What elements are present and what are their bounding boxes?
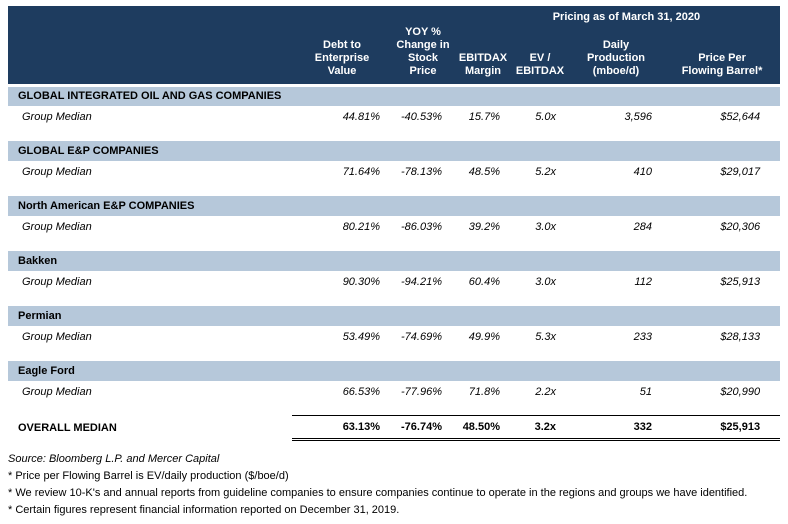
section-row-bakken: Bakken — [8, 250, 781, 271]
median-row-global-integrated: Group Median 44.81% -40.53% 15.7% 5.0x 3… — [8, 105, 781, 129]
value-cell: 332 — [568, 415, 664, 441]
value-cell: 3.0x — [512, 270, 568, 294]
value-cell: $29,017 — [664, 160, 781, 184]
value-cell: 284 — [568, 215, 664, 239]
column-header-ebitdax-margin: EBITDAX Margin — [454, 26, 512, 87]
footnotes: Source: Bloomberg L.P. and Mercer Capita… — [8, 451, 780, 518]
section-row-north-american-ep: North American E&P COMPANIES — [8, 195, 781, 216]
row-label: Group Median — [8, 325, 292, 349]
value-cell: 51 — [568, 380, 664, 404]
section-row-permian: Permian — [8, 305, 781, 326]
value-cell: 48.50% — [454, 415, 512, 441]
column-header-row: Debt to Enterprise Value YOY % Change in… — [8, 26, 781, 87]
footnote-10k-review: * We review 10-K's and annual reports fr… — [8, 487, 748, 499]
row-label: Group Median — [8, 380, 292, 404]
section-row-global-integrated: GLOBAL INTEGRATED OIL AND GAS COMPANIES — [8, 85, 781, 106]
value-cell: 48.5% — [454, 160, 512, 184]
value-cell: $20,306 — [664, 215, 781, 239]
row-label: Group Median — [8, 160, 292, 184]
footnote-reporting-date: * Certain figures represent financial in… — [8, 504, 400, 516]
spacer-row — [8, 183, 781, 196]
value-cell: 5.2x — [512, 160, 568, 184]
value-cell: -94.21% — [392, 270, 454, 294]
section-title: Permian — [8, 305, 781, 326]
spacer-row — [8, 293, 781, 306]
median-row-bakken: Group Median 90.30% -94.21% 60.4% 3.0x 1… — [8, 270, 781, 294]
value-cell: 233 — [568, 325, 664, 349]
section-title: GLOBAL INTEGRATED OIL AND GAS COMPANIES — [8, 85, 781, 106]
value-cell: 39.2% — [454, 215, 512, 239]
value-cell: 53.49% — [292, 325, 392, 349]
value-cell: 60.4% — [454, 270, 512, 294]
value-cell: 15.7% — [454, 105, 512, 129]
valuation-table: Pricing as of March 31, 2020 Debt to Ent… — [8, 6, 781, 441]
value-cell: 410 — [568, 160, 664, 184]
value-cell: 90.30% — [292, 270, 392, 294]
spacer-row — [8, 238, 781, 251]
value-cell: $28,133 — [664, 325, 781, 349]
median-row-north-american-ep: Group Median 80.21% -86.03% 39.2% 3.0x 2… — [8, 215, 781, 239]
section-title: GLOBAL E&P COMPANIES — [8, 140, 781, 161]
section-row-eagle-ford: Eagle Ford — [8, 360, 781, 381]
column-header-yoy-stock-change: YOY % Change in Stock Price — [392, 26, 454, 87]
pricing-date-label: Pricing as of March 31, 2020 — [8, 6, 781, 26]
value-cell: 5.3x — [512, 325, 568, 349]
value-cell: $20,990 — [664, 380, 781, 404]
source-note: Source: Bloomberg L.P. and Mercer Capita… — [8, 453, 220, 465]
value-cell: 71.64% — [292, 160, 392, 184]
value-cell: $25,913 — [664, 270, 781, 294]
table-header: Pricing as of March 31, 2020 Debt to Ent… — [8, 6, 781, 87]
pricing-date-row: Pricing as of March 31, 2020 — [8, 6, 781, 26]
value-cell: 66.53% — [292, 380, 392, 404]
value-cell: 2.2x — [512, 380, 568, 404]
value-cell: 5.0x — [512, 105, 568, 129]
value-cell: 49.9% — [454, 325, 512, 349]
section-title: North American E&P COMPANIES — [8, 195, 781, 216]
median-row-global-ep: Group Median 71.64% -78.13% 48.5% 5.2x 4… — [8, 160, 781, 184]
value-cell: 44.81% — [292, 105, 392, 129]
value-cell: -74.69% — [392, 325, 454, 349]
column-header-ev-ebitdax: EV / EBITDAX — [512, 26, 568, 87]
value-cell: 3,596 — [568, 105, 664, 129]
value-cell: -77.96% — [392, 380, 454, 404]
footnote-flowing-barrel: * Price per Flowing Barrel is EV/daily p… — [8, 470, 289, 482]
value-cell: 112 — [568, 270, 664, 294]
table-body: GLOBAL INTEGRATED OIL AND GAS COMPANIES … — [8, 85, 781, 441]
section-row-global-ep: GLOBAL E&P COMPANIES — [8, 140, 781, 161]
value-cell: -76.74% — [392, 415, 454, 441]
value-cell: 71.8% — [454, 380, 512, 404]
value-cell: 3.2x — [512, 415, 568, 441]
column-header-debt-to-ev: Debt to Enterprise Value — [292, 26, 392, 87]
row-label: Group Median — [8, 270, 292, 294]
overall-median-label: OVERALL MEDIAN — [8, 415, 292, 440]
value-cell: $25,913 — [664, 415, 781, 441]
overall-median-row: OVERALL MEDIAN 63.13% -76.74% 48.50% 3.2… — [8, 415, 781, 441]
column-header-daily-production: Daily Production (mboe/d) — [568, 26, 664, 87]
value-cell: $52,644 — [664, 105, 781, 129]
value-cell: -40.53% — [392, 105, 454, 129]
column-header-empty — [8, 26, 292, 87]
value-cell: -86.03% — [392, 215, 454, 239]
section-title: Eagle Ford — [8, 360, 781, 381]
section-title: Bakken — [8, 250, 781, 271]
row-label: Group Median — [8, 105, 292, 129]
spacer-row — [8, 403, 781, 416]
spacer-row — [8, 348, 781, 361]
value-cell: 63.13% — [292, 415, 392, 441]
value-cell: -78.13% — [392, 160, 454, 184]
row-label: Group Median — [8, 215, 292, 239]
median-row-permian: Group Median 53.49% -74.69% 49.9% 5.3x 2… — [8, 325, 781, 349]
spacer-row — [8, 128, 781, 141]
value-cell: 80.21% — [292, 215, 392, 239]
median-row-eagle-ford: Group Median 66.53% -77.96% 71.8% 2.2x 5… — [8, 380, 781, 404]
column-header-price-per-flowing-barrel: Price Per Flowing Barrel* — [664, 26, 781, 87]
value-cell: 3.0x — [512, 215, 568, 239]
